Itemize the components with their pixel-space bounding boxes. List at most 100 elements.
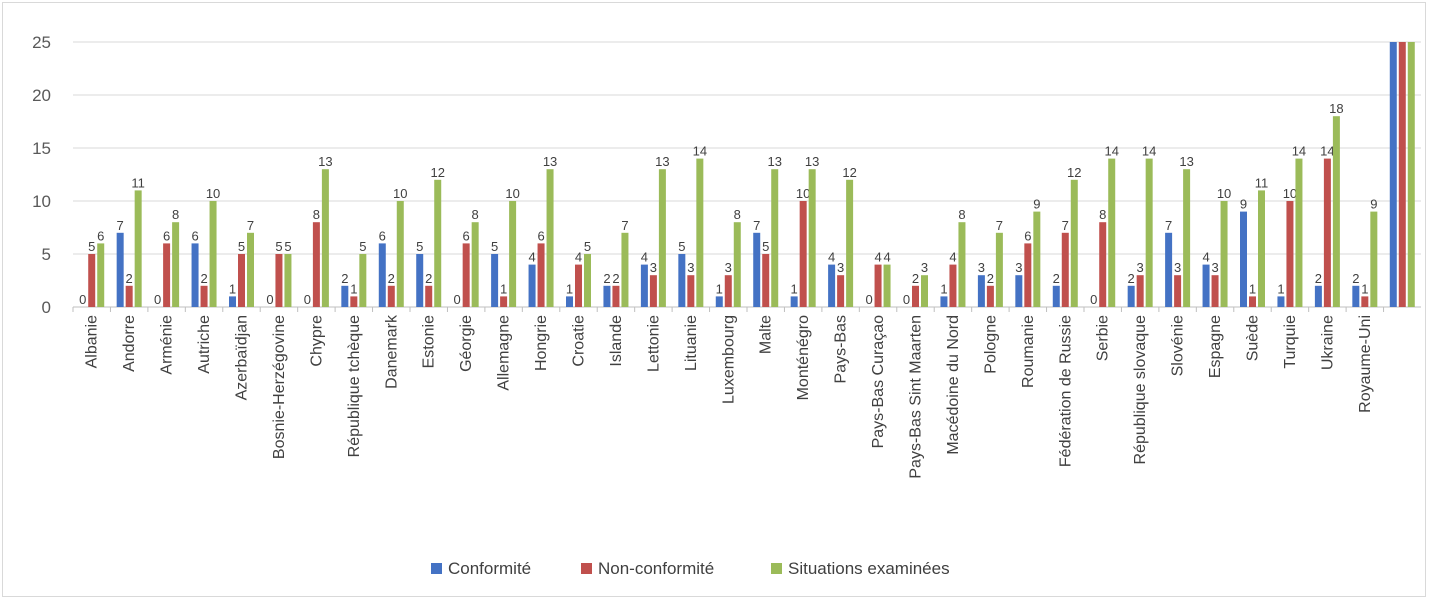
data-label-Croatie-Situations examinées: 5 [584,239,591,254]
data-label-République slovaque-Conformité: 2 [1128,271,1135,286]
x-tick-label-10: Géorgie [458,315,475,372]
data-label-Géorgie-Conformité: 0 [454,292,461,307]
x-tick-label-9: Estonie [421,315,438,368]
data-label-Chypre-Conformité: 0 [304,292,311,307]
data-label-Hongrie-Non-conformité: 6 [537,228,544,243]
x-tick-label-2: Arménie [159,315,176,375]
data-label-Espagne-Conformité: 4 [1202,250,1209,265]
x-tick-label-13: Croatie [571,315,588,367]
bar-Turquie-Conformité [1277,296,1285,307]
bar-Malte-Situations examinées [771,169,779,307]
bar-Espagne-Non-conformité [1211,275,1219,307]
bar-Suède-Situations examinées [1258,190,1265,307]
x-tick-label-26: Fédération de Russie [1057,315,1074,467]
x-tick-label-19: Monténégro [795,315,812,400]
data-label-Royaume-Uni-Non-conformité: 1 [1361,281,1368,296]
data-label-République tchèque-Situations examinées: 5 [359,239,366,254]
x-tick-label-27: Serbie [1095,315,1112,361]
data-label-Monténégro-Non-conformité: 10 [796,186,810,201]
bar-Islande-Conformité [603,285,611,307]
bar-Pays-Bas Curaçao-Non-conformité [874,264,882,307]
bar-République tchèque-Non-conformité [350,296,358,307]
bar-slot-35-Conformité [1389,42,1397,307]
data-label-Albanie-Conformité: 0 [79,292,86,307]
bar-Espagne-Situations examinées [1220,201,1228,307]
bar-Pays-Bas Curaçao-Situations examinées [883,264,891,307]
bar-Serbie-Situations examinées [1108,158,1116,307]
x-tick-label-23: Macédoine du Nord [945,315,962,455]
data-label-Lettonie-Situations examinées: 13 [655,154,669,169]
bar-Croatie-Non-conformité [575,264,582,307]
data-label-Fédération de Russie-Situations examinées: 12 [1067,165,1081,180]
bar-Azerbaïdjan-Non-conformité [238,254,245,307]
bar-Pays-Bas-Non-conformité [837,275,845,307]
data-label-Pays-Bas Sint Maarten-Situations examinées: 3 [921,260,928,275]
data-label-République slovaque-Non-conformité: 3 [1137,260,1144,275]
bar-Chypre-Non-conformité [312,222,320,307]
bar-Estonie-Situations examinées [434,179,442,307]
data-label-Suède-Non-conformité: 1 [1249,281,1256,296]
bar-Bosnie-Herzégovine-Situations examinées [284,254,292,307]
data-label-Pays-Bas-Conformité: 4 [828,250,835,265]
bar-Arménie-Non-conformité [163,243,171,307]
bar-Malte-Conformité [753,232,761,307]
data-label-Macédoine du Nord-Conformité: 1 [940,281,947,296]
bar-Royaume-Uni-Non-conformité [1361,296,1369,307]
data-label-Slovénie-Conformité: 7 [1165,218,1172,233]
x-tick-label-20: Pays-Bas [833,315,850,383]
bar-Albanie-Non-conformité [88,254,96,307]
x-tick-label-31: Suède [1245,315,1262,361]
bar-Chypre-Situations examinées [321,169,329,307]
data-label-Suède-Conformité: 9 [1240,197,1247,212]
bar-Hongrie-Situations examinées [546,169,554,307]
x-tick-label-29: Slovénie [1170,315,1187,376]
x-tick-label-21: Pays-Bas Curaçao [870,315,887,448]
bar-Ukraine-Conformité [1314,285,1322,307]
data-label-Macédoine du Nord-Situations examinées: 8 [958,207,965,222]
x-tick-label-4: Azerbaïdjan [234,315,251,400]
data-label-Autriche-Conformité: 6 [191,228,198,243]
data-label-Monténégro-Situations examinées: 13 [805,154,819,169]
x-tick-label-14: Islande [608,315,625,367]
data-label-Estonie-Situations examinées: 12 [430,165,444,180]
bar-Turquie-Situations examinées [1295,158,1303,307]
data-label-Lituanie-Conformité: 5 [678,239,685,254]
bar-Espagne-Conformité [1202,264,1210,307]
bar-Azerbaïdjan-Conformité [229,296,236,307]
data-label-Croatie-Non-conformité: 4 [575,250,582,265]
bar-Pays-Bas-Conformité [828,264,836,307]
x-tick-label-33: Ukraine [1319,315,1336,370]
bar-Autriche-Conformité [191,243,199,307]
bar-Monténégro-Non-conformité [799,201,807,307]
bar-Macédoine du Nord-Situations examinées [958,222,966,307]
bar-Royaume-Uni-Conformité [1352,285,1360,307]
bar-Albanie-Situations examinées [97,243,105,307]
data-label-Turquie-Situations examinées: 14 [1292,144,1306,159]
x-tick-label-17: Luxembourg [720,315,737,404]
data-label-Estonie-Conformité: 5 [416,239,423,254]
bar-Roumanie-Situations examinées [1033,211,1041,307]
x-tick-label-8: Danemark [383,314,400,389]
data-label-Bosnie-Herzégovine-Conformité: 0 [266,292,273,307]
bar-Malte-Non-conformité [762,254,770,307]
data-label-République slovaque-Situations examinées: 14 [1142,144,1156,159]
legend-swatch-0 [431,563,442,574]
x-tick-label-32: Turquie [1282,315,1299,369]
bar-Lituanie-Non-conformité [687,275,695,307]
data-label-Suède-Situations examinées: 11 [1255,175,1269,190]
data-label-Espagne-Situations examinées: 10 [1217,186,1231,201]
bar-Croatie-Conformité [566,296,573,307]
data-label-Espagne-Non-conformité: 3 [1211,260,1218,275]
bar-Suède-Non-conformité [1249,296,1256,307]
bar-Slovénie-Non-conformité [1174,275,1182,307]
data-label-Islande-Non-conformité: 2 [612,271,619,286]
data-label-Chypre-Situations examinées: 13 [318,154,332,169]
bar-Andorre-Conformité [116,232,124,307]
data-label-Azerbaïdjan-Conformité: 1 [229,281,236,296]
bar-Croatie-Situations examinées [584,254,591,307]
x-tick-label-22: Pays-Bas Sint Maarten [908,315,925,479]
data-label-Luxembourg-Conformité: 1 [716,281,723,296]
data-label-République tchèque-Non-conformité: 1 [350,281,357,296]
data-label-Turquie-Conformité: 1 [1277,281,1284,296]
legend-label-1: Non-conformité [598,559,714,578]
